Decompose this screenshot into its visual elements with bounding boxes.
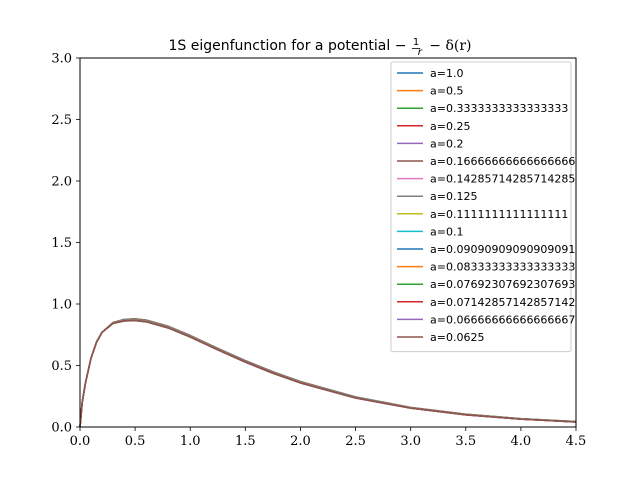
x-tick-label: 0.0 (70, 434, 91, 449)
x-tick-label: 4.0 (511, 434, 532, 449)
chart-title-text: 1S eigenfunction for a potential (168, 38, 394, 54)
legend-entry-label: a=0.14285714285714285 (430, 173, 575, 186)
legend-entry-label: a=0.07692307692307693 (430, 278, 575, 291)
y-tick-label: 0.0 (51, 421, 72, 436)
y-tick-label: 2.0 (51, 175, 72, 190)
y-tick-label: 2.5 (51, 113, 72, 128)
legend-entry-label: a=0.0625 (430, 331, 484, 344)
legend-entry-label: a=0.3333333333333333 (430, 102, 568, 115)
legend-entry-label: a=0.2 (430, 137, 463, 150)
y-tick-label: 1.0 (51, 298, 72, 313)
x-tick-label: 0.5 (125, 434, 146, 449)
legend-entry-label: a=0.07142857142857142 (430, 296, 575, 309)
x-tick-label: 3.0 (400, 434, 421, 449)
legend-entry-label: a=0.1111111111111111 (430, 208, 568, 221)
legend-entry-label: a=0.09090909090909091 (430, 243, 575, 256)
x-tick-label: 1.5 (235, 434, 256, 449)
x-tick-label: 3.5 (455, 434, 476, 449)
y-tick-label: 0.5 (51, 359, 72, 374)
title-math-minus: − (395, 38, 407, 54)
legend-entry-label: a=0.16666666666666666 (430, 155, 575, 168)
legend-entry-label: a=0.5 (430, 85, 463, 98)
legend-entry-label: a=0.08333333333333333 (430, 261, 575, 274)
legend-entry-label: a=0.25 (430, 120, 470, 133)
legend-entry-label: a=1.0 (430, 67, 463, 80)
x-tick-label: 4.5 (566, 434, 587, 449)
legend-entry-label: a=0.06666666666666667 (430, 313, 575, 326)
x-tick-label: 2.5 (345, 434, 366, 449)
x-tick-label: 1.0 (180, 434, 201, 449)
legend-entry-label: a=0.1 (430, 225, 463, 238)
y-tick-label: 3.0 (51, 52, 72, 67)
x-tick-label: 2.0 (290, 434, 311, 449)
legend-entry-label: a=0.125 (430, 190, 477, 203)
legend: a=1.0 a=0.5 a=0.3333333333333333 a=0.25 a=0.… (391, 62, 575, 352)
y-tick-label: 1.5 (51, 236, 72, 251)
title-math-rest: − δ(r) (429, 38, 471, 54)
